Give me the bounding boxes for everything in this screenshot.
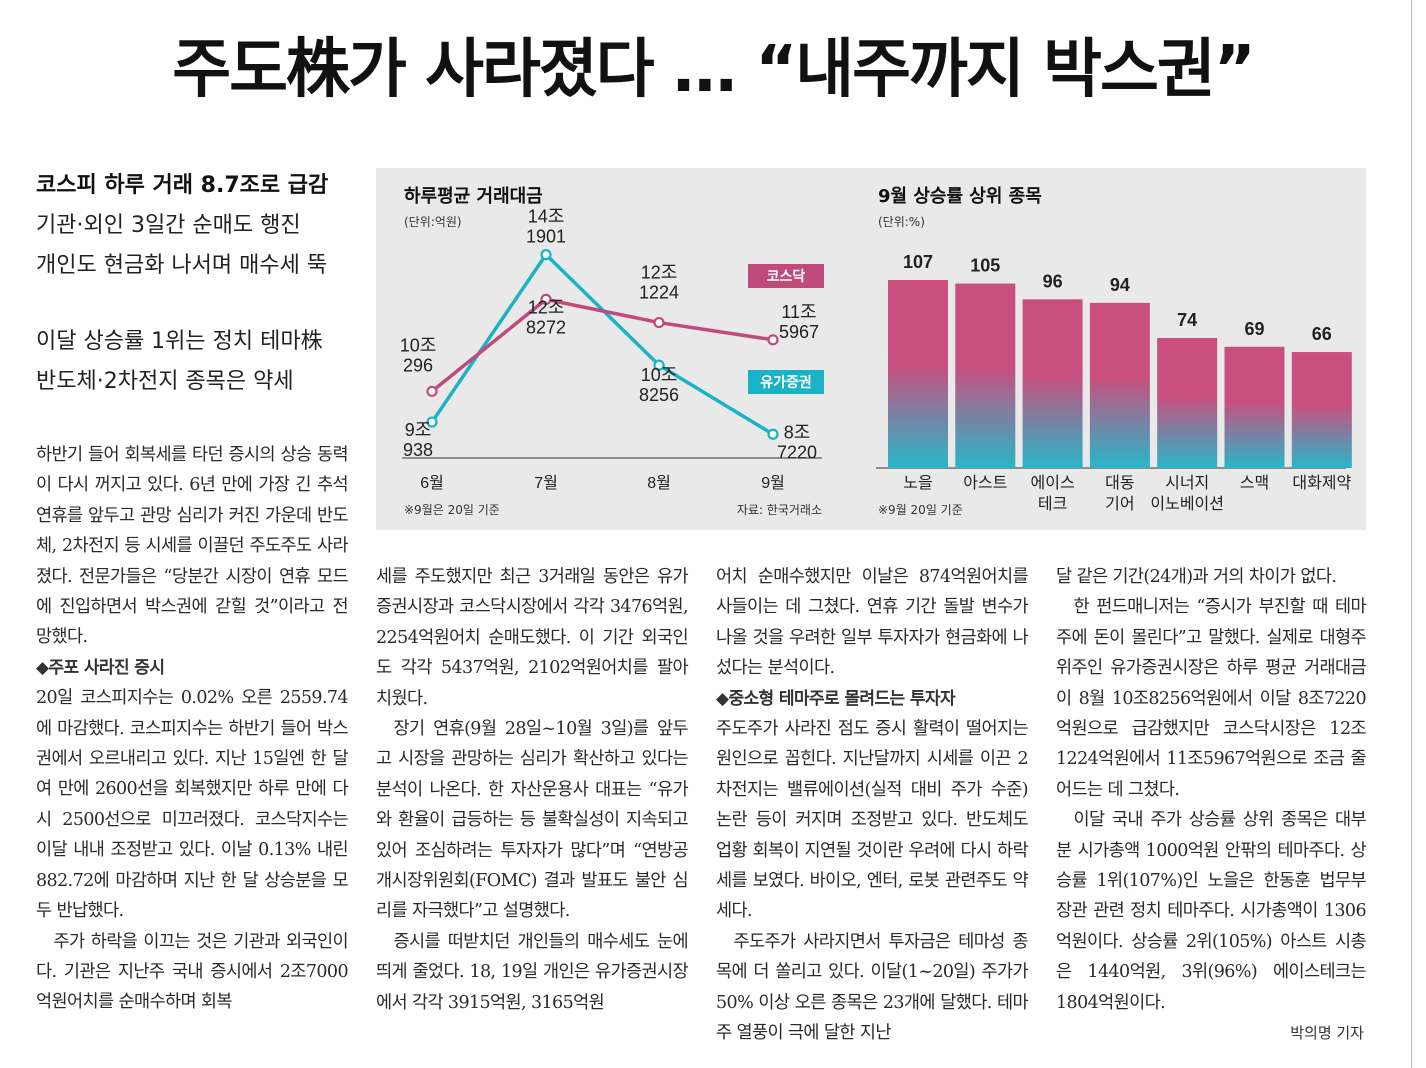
legend-label: 유가증권 xyxy=(760,375,812,391)
x-tick-label: 아스트 xyxy=(963,474,1007,492)
chart-title: 9월 상승률 상위 종목 xyxy=(878,186,1042,207)
bar-value-label: 94 xyxy=(1110,275,1130,295)
bar-value-label: 105 xyxy=(970,256,1000,276)
bar xyxy=(955,283,1016,468)
paragraph: 하반기 들어 회복세를 타던 증시의 상승 동력이 다시 꺼지고 있다. 6년 … xyxy=(36,445,349,648)
paragraph: 이달 국내 주가 상승률 상위 종목은 대부분 시가총액 1000억원 안팎의 … xyxy=(1056,810,1367,1013)
data-label: 10조 8256 xyxy=(639,365,679,405)
x-tick-label: 7월 xyxy=(534,474,558,492)
x-tick-label: 노을 xyxy=(903,475,932,492)
subhead-line: 개인도 현금화 나서며 매수세 뚝 xyxy=(36,253,328,278)
byline: 박의명 기자 xyxy=(1290,1024,1364,1042)
paragraph: 증시를 떠받치던 개인들의 매수세도 눈에 띄게 줄었다. 18, 19일 개인… xyxy=(376,931,689,1013)
paragraph: 주도주가 사라진 점도 증시 활력이 떨어지는 원인으로 꼽힌다. 지난달까지 … xyxy=(716,719,1029,922)
charts-svg: 하루평균 거래대금 (단위:억원) 6월 7월 8월 9월 ※9월은 20일 기준 자료: 한… xyxy=(400,186,1352,517)
bar xyxy=(888,280,948,468)
subhead-line: 이달 상승률 1위는 정치 테마株 xyxy=(36,329,323,354)
line-chart: 하루평균 거래대금 (단위:억원) 6월 7월 8월 9월 ※9월은 20일 기준 자료: 한… xyxy=(400,186,824,517)
data-point xyxy=(540,293,552,305)
data-label: 14조 1901 xyxy=(526,207,566,247)
subhead-line: 기관·외인 3일간 순매도 행진 xyxy=(36,213,301,238)
bar-value-label: 107 xyxy=(903,252,933,272)
data-label: 10조 296 xyxy=(400,335,437,375)
paragraph: 20일 코스피지수는 0.02% 오른 2559.74에 마감했다. 코스피지수… xyxy=(36,688,349,922)
article-column-1: 하반기 들어 회복세를 타던 증시의 상승 동력이 다시 꺼지고 있다. 6년 … xyxy=(36,440,349,1018)
paragraph: 달 같은 기간(24개)과 거의 차이가 없다. xyxy=(1056,567,1337,587)
section-heading: ◆주포 사라진 증시 xyxy=(36,657,165,678)
paragraph: 장기 연휴(9월 28일~10월 3일)를 앞두고 시장을 관망하는 심리가 확… xyxy=(376,719,689,922)
series-line xyxy=(430,297,774,393)
data-label: 12조 1224 xyxy=(639,263,679,303)
paragraph: 한 펀드매니저는 “증시가 부진할 때 테마주에 돈이 몰린다”고 말했다. 실… xyxy=(1056,597,1367,800)
bar xyxy=(1224,346,1285,468)
data-label: 9조 938 xyxy=(403,420,433,460)
x-tick-label: 8월 xyxy=(647,474,671,492)
bar-chart: 9월 상승률 상위 종목 (단위:%) 107 노을 105 아스트 96 에이스 테크 94 대동… xyxy=(876,186,1352,517)
x-tick-label: 에이스 테크 xyxy=(1031,474,1075,513)
bar xyxy=(1022,299,1083,468)
chart-note: ※9월 20일 기준 xyxy=(878,503,963,517)
data-point xyxy=(426,385,438,397)
headline: 주도株가 사라졌다 … “내주까지 박스권” xyxy=(172,33,1256,107)
article-column-3: 어치 순매수했지만 이날은 874억원어치를 사들이는 데 그쳤다. 연휴 기간… xyxy=(716,562,1029,1049)
series-line xyxy=(430,251,774,436)
subhead-group-2: 이달 상승률 1위는 정치 테마株 반도체·2차전지 종목은 약세 xyxy=(36,322,366,402)
data-point xyxy=(767,334,779,346)
data-point xyxy=(540,249,552,261)
bar xyxy=(1291,352,1352,468)
page-edge-rule xyxy=(1411,0,1412,1068)
data-point xyxy=(653,359,665,371)
legend-label: 코스닥 xyxy=(767,268,806,285)
chart-unit: (단위:%) xyxy=(878,215,925,229)
x-tick-label: 스맥 xyxy=(1240,474,1269,492)
data-point xyxy=(426,416,438,428)
subhead-line: 코스피 하루 거래 8.7조로 급감 xyxy=(36,173,329,198)
x-tick-label: 9월 xyxy=(761,474,785,492)
x-tick-label: 시너지 이노베이션 xyxy=(1150,474,1224,513)
bar-value-label: 69 xyxy=(1244,319,1264,339)
paragraph: 주도주가 사라지면서 투자금은 테마성 종목에 더 쏠리고 있다. 이달(1~2… xyxy=(716,931,1029,1044)
x-tick-label: 6월 xyxy=(420,474,444,492)
chart-note: ※9월은 20일 기준 xyxy=(404,503,500,517)
data-label: 8조 7220 xyxy=(777,422,817,462)
subhead-group-1: 코스피 하루 거래 8.7조로 급감 기관·외인 3일간 순매도 행진 개인도 … xyxy=(36,166,366,286)
article-column-2: 세를 주도했지만 최근 3거래일 동안은 유가증권시장과 코스닥시장에서 각각 … xyxy=(376,562,689,1018)
chart-unit: (단위:억원) xyxy=(404,215,462,229)
bar-value-label: 96 xyxy=(1043,271,1063,291)
bar xyxy=(1089,302,1150,468)
x-tick-label: 대동 기어 xyxy=(1105,474,1134,513)
data-point xyxy=(653,316,665,329)
data-label: 12조 8272 xyxy=(526,297,566,337)
paragraph: 주가 하락을 이끄는 것은 기관과 외국인이다. 기관은 지난주 국내 증시에서… xyxy=(36,931,349,1013)
paragraph: 어치 순매수했지만 이날은 874억원어치를 사들이는 데 그쳤다. 연휴 기간… xyxy=(716,567,1029,679)
x-tick-label: 대화제약 xyxy=(1292,474,1351,492)
legend-badge xyxy=(748,370,824,394)
infographic: 하루평균 거래대금 (단위:억원) 6월 7월 8월 9월 ※9월은 20일 기준 자료: 한… xyxy=(376,168,1366,530)
paragraph: 세를 주도했지만 최근 3거래일 동안은 유가증권시장과 코스닥시장에서 각각 … xyxy=(376,567,689,709)
data-label: 11조 5967 xyxy=(779,302,819,342)
chart-source: 자료: 한국거래소 xyxy=(737,503,822,517)
subhead-line: 반도체·2차전지 종목은 약세 xyxy=(36,369,294,394)
data-point xyxy=(767,428,779,440)
chart-title: 하루평균 거래대금 xyxy=(404,186,543,207)
bar xyxy=(1157,337,1218,468)
bar-value-label: 66 xyxy=(1312,324,1332,344)
section-heading: ◆중소형 테마주로 몰려드는 투자자 xyxy=(716,688,956,709)
article-column-4: 달 같은 기간(24개)과 거의 차이가 없다. 한 펀드매니저는 “증시가 부… xyxy=(1056,562,1367,1018)
legend-badge xyxy=(748,264,824,288)
bar-value-label: 74 xyxy=(1177,310,1197,330)
